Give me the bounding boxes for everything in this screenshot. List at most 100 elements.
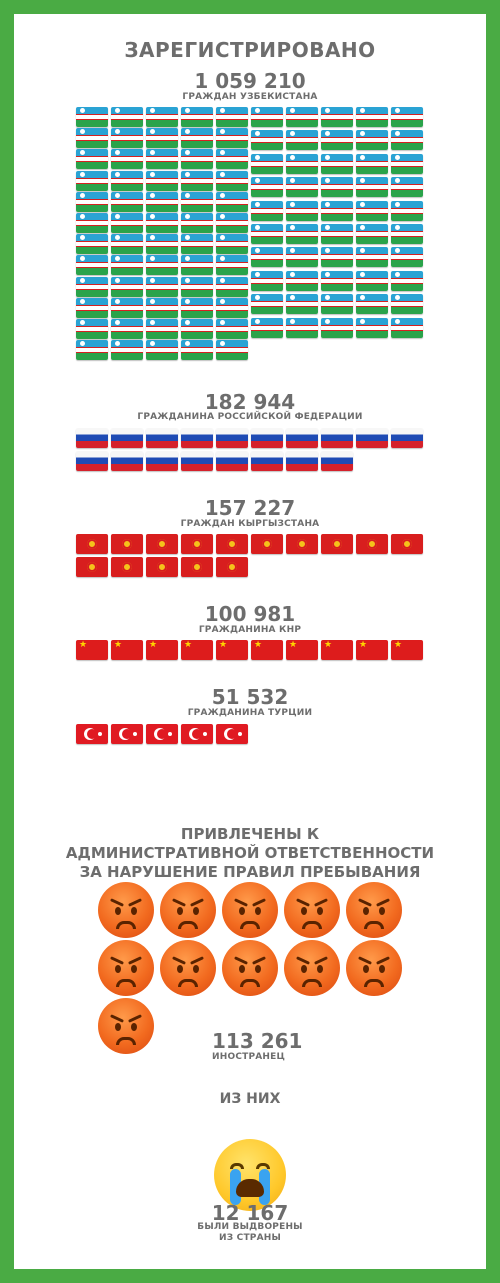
russia-flag-icon — [216, 451, 248, 472]
uzbekistan-flag-icon — [251, 177, 283, 198]
uzbekistan-flag-icon — [286, 294, 318, 315]
uzbekistan-flag-icon — [251, 153, 283, 174]
uzbekistan-label: ГРАЖДАН УЗБЕКИСТАНА — [182, 92, 318, 102]
angry-face-icon — [98, 940, 154, 996]
uzbekistan-flag-icon — [216, 276, 248, 297]
uzbekistan-flag-icon — [111, 213, 143, 233]
turkey-flag-icon — [181, 724, 213, 744]
uzbekistan-flag-icon — [286, 317, 318, 338]
angry-face-icon — [284, 882, 340, 938]
russia-flag-icon — [76, 451, 108, 472]
uzbekistan-flag-icon — [111, 191, 143, 212]
uzbekistan-flag-icon — [76, 191, 108, 212]
russia-flag-icon — [356, 428, 388, 448]
deported-count: 12 167 — [211, 1201, 289, 1225]
kyrgyzstan-flag-icon — [216, 557, 248, 578]
angry-face-icon — [160, 940, 216, 996]
uzbekistan-flag-icon — [216, 213, 248, 233]
angry-face-icon — [222, 940, 278, 996]
uzbekistan-flag-icon — [146, 276, 178, 297]
china-flag-icon — [286, 640, 318, 660]
kyrgyzstan-flag-icon — [286, 534, 318, 554]
uzbekistan-flag-icon — [111, 255, 143, 276]
uzbekistan-flag-icon — [111, 107, 143, 127]
kyrgyzstan-flag-icon — [216, 534, 248, 554]
uzbekistan-flag-icon — [76, 255, 108, 276]
turkey-flag-icon — [111, 724, 143, 744]
uzbekistan-flag-icon — [251, 247, 283, 268]
kyrgyzstan-flag-icon — [111, 557, 143, 578]
uzbekistan-flag-icon — [181, 297, 213, 318]
uzbekistan-flag-icon — [76, 107, 108, 127]
uzbekistan-flag-icon — [251, 107, 283, 127]
kyrgyzstan-label: ГРАЖДАН КЫРГЫЗСТАНА — [180, 519, 320, 529]
uzbekistan-flag-icon — [76, 128, 108, 149]
china-flag-icon — [321, 640, 353, 660]
uzbekistan-flag-icon — [181, 149, 213, 170]
russia-flag-icon — [251, 451, 283, 472]
china-count: 100 981 — [204, 602, 296, 626]
uzbekistan-flag-icon — [216, 297, 248, 318]
uzbekistan-flag-icon — [111, 234, 143, 255]
russia-flag-icon — [286, 428, 318, 448]
uzbekistan-flag-icon — [111, 297, 143, 318]
uzbekistan-flag-icon — [181, 276, 213, 297]
uzbekistan-flag-icon — [76, 319, 108, 339]
page-title: ЗАРЕГИСТРИРОВАНО — [124, 38, 376, 62]
uzbekistan-flag-icon — [181, 170, 213, 191]
uzbekistan-flag-icon — [146, 319, 178, 339]
angry-face-icon — [346, 940, 402, 996]
kyrgyzstan-flag-icon — [356, 534, 388, 554]
uzbekistan-flag-icon — [251, 317, 283, 338]
uzbekistan-flag-icon — [146, 234, 178, 255]
uzbekistan-flag-icon — [391, 294, 423, 315]
uzbekistan-flag-icon — [286, 153, 318, 174]
china-flag-icon — [391, 640, 423, 660]
of-them-label: ИЗ НИХ — [219, 1091, 281, 1107]
uzbekistan-flag-icon — [356, 153, 388, 174]
china-flag-icon — [216, 640, 248, 660]
deported-label-line-2: ИЗ СТРАНЫ — [218, 1233, 282, 1243]
uzbekistan-flag-icon — [146, 128, 178, 149]
russia-flag-icon — [146, 451, 178, 472]
russia-label: ГРАЖДАНИНА РОССИЙСКОЙ ФЕДЕРАЦИИ — [137, 412, 363, 422]
uzbekistan-flag-icon — [111, 276, 143, 297]
uzbekistan-flag-icon — [76, 276, 108, 297]
turkey-flag-icon — [216, 724, 248, 744]
uzbekistan-flag-icon — [181, 340, 213, 361]
uzbekistan-flag-icon — [181, 191, 213, 212]
china-flag-icon — [146, 640, 178, 660]
uzbekistan-flag-icon — [216, 191, 248, 212]
uzbekistan-flag-icon — [216, 149, 248, 170]
russia-flag-icon — [181, 428, 213, 448]
uzbekistan-flag-icon — [216, 340, 248, 361]
uzbekistan-flag-icon — [321, 317, 353, 338]
turkey-flag-icon — [146, 724, 178, 744]
uzbekistan-flag-icon — [321, 177, 353, 198]
uzbekistan-count: 1 059 210 — [194, 69, 306, 93]
uzbekistan-flag-icon — [181, 234, 213, 255]
angry-face-icon — [98, 882, 154, 938]
uzbekistan-flag-icon — [181, 213, 213, 233]
uzbekistan-flag-icon — [146, 255, 178, 276]
angry-face-icon — [98, 998, 154, 1054]
kyrgyzstan-flag-icon — [76, 557, 108, 578]
uzbekistan-flag-icon — [216, 128, 248, 149]
uzbekistan-flag-icon — [321, 107, 353, 127]
uzbekistan-flag-icon — [181, 255, 213, 276]
uzbekistan-flag-icon — [216, 107, 248, 127]
angry-face-icon — [160, 882, 216, 938]
angry-face-icon — [222, 882, 278, 938]
uzbekistan-flag-icon — [356, 294, 388, 315]
deported-label-line-1: БЫЛИ ВЫДВОРЕНЫ — [197, 1222, 303, 1232]
russia-flag-icon — [286, 451, 318, 472]
kyrgyzstan-flag-icon — [181, 534, 213, 554]
kyrgyzstan-flag-icon — [146, 557, 178, 578]
kyrgyzstan-flag-icon — [391, 534, 423, 554]
uzbekistan-flag-icon — [356, 177, 388, 198]
uzbekistan-flag-icon — [76, 340, 108, 361]
uzbekistan-flag-icon — [286, 130, 318, 151]
uzbekistan-flag-icon — [286, 177, 318, 198]
russia-flag-icon — [111, 428, 143, 448]
uzbekistan-flag-icon — [76, 213, 108, 233]
